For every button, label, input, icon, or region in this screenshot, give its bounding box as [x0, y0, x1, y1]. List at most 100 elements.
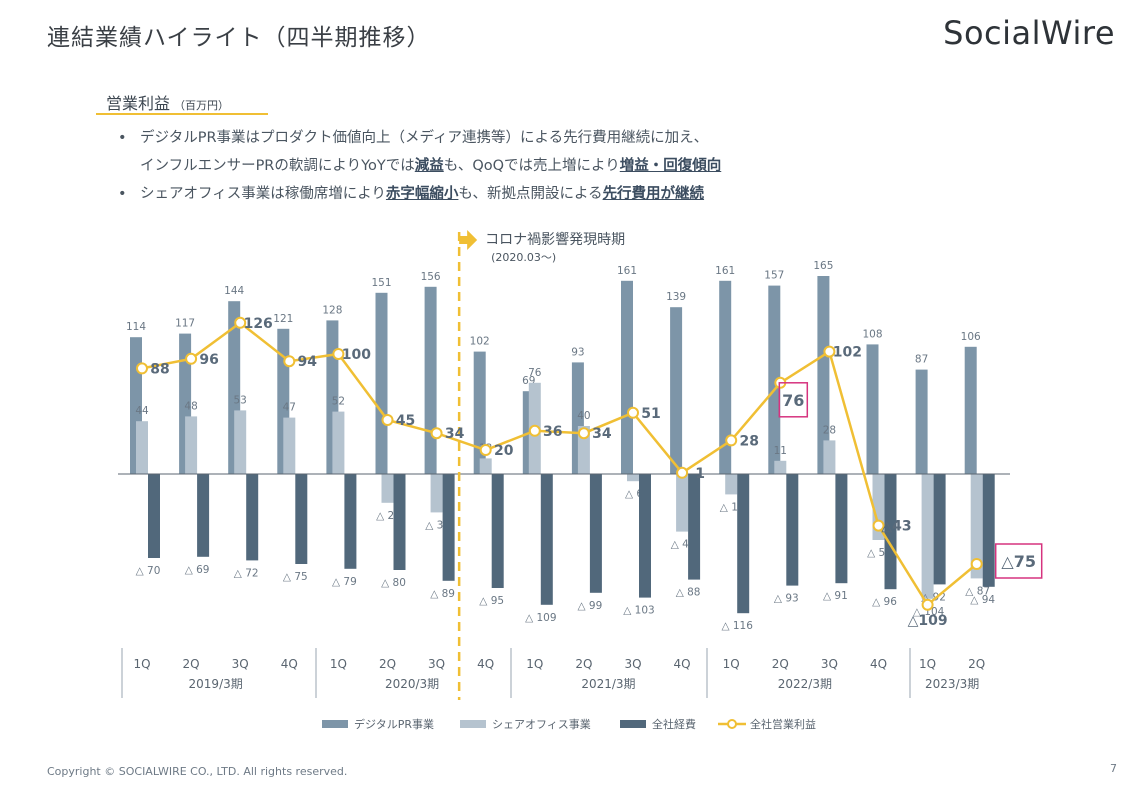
bar-digital-pr [375, 292, 388, 474]
bar-digital-pr [719, 280, 732, 474]
label-digital-pr: 121 [273, 313, 293, 325]
bullet-text: シェアオフィス事業は稼働席増により [140, 186, 386, 202]
x-group-label: 2021/3期 [581, 677, 635, 691]
x-tick-label: 4Q [477, 657, 494, 671]
label-digital-pr: 161 [617, 265, 637, 277]
bar-corporate-expense [540, 474, 553, 605]
point-operating-profit [921, 598, 934, 611]
point-operating-profit [136, 362, 148, 375]
bullet-emphasis: 赤字幅縮小 [385, 186, 459, 202]
label-corporate-expense: △ 88 [676, 587, 701, 599]
bar-digital-pr [621, 280, 633, 474]
bar-digital-pr [964, 346, 977, 474]
company-logo: SocialWire [943, 14, 1115, 52]
label-share-office: 40 [577, 410, 590, 422]
label-digital-pr: 117 [175, 318, 195, 330]
bar-share-office [970, 474, 983, 579]
label-share-office: △ 87 [965, 585, 990, 597]
bar-share-office [283, 417, 296, 474]
x-tick-label: 2Q [772, 657, 789, 671]
label-operating-profit: 34 [592, 426, 612, 442]
bar-share-office [725, 474, 738, 495]
bullet-text: も、新拠点開設による [458, 186, 603, 202]
bar-corporate-expense [589, 474, 602, 593]
x-tick-label: 3Q [232, 657, 249, 671]
label-digital-pr: 139 [666, 291, 686, 303]
label-corporate-expense: △ 80 [381, 577, 406, 589]
bullet-text: インフルエンサーPRの軟調によりYoYでは [140, 158, 415, 174]
label-digital-pr: 144 [224, 285, 244, 297]
label-operating-profit: 28 [739, 433, 758, 449]
bar-digital-pr [915, 369, 928, 474]
label-operating-profit: 51 [641, 406, 660, 422]
point-operating-profit [823, 345, 836, 358]
x-tick-label: 2Q [183, 657, 200, 671]
bar-corporate-expense [393, 474, 406, 570]
arrow-right-icon [459, 230, 478, 250]
label-corporate-expense: △ 95 [479, 595, 504, 607]
label-digital-pr: 156 [421, 271, 441, 283]
legend-corporate-expense-swatch [620, 720, 646, 728]
bar-share-office [676, 474, 689, 532]
bar-digital-pr [424, 286, 437, 474]
legend-operating-profit-marker [727, 719, 737, 729]
x-tick-label: 4Q [870, 657, 887, 671]
section-title-text: 営業利益 [106, 94, 171, 113]
legend-share-office-swatch [460, 720, 486, 728]
label-operating-profit: 20 [494, 443, 514, 459]
label-corporate-expense: △ 89 [430, 588, 455, 600]
label-corporate-expense: △ 94 [970, 594, 995, 606]
label-operating-profit: 88 [150, 361, 169, 377]
covid-annotation: コロナ禍影響発現時期 [485, 231, 625, 248]
label-corporate-expense: △ 69 [185, 564, 210, 576]
point-operating-profit [381, 414, 394, 426]
x-tick-label: 1Q [723, 657, 740, 671]
covid-annotation-sub: (2020.03〜) [491, 251, 556, 264]
bullet-emphasis: 先行費用が継続 [602, 186, 705, 202]
bar-digital-pr [817, 276, 830, 474]
label-corporate-expense: △ 75 [283, 571, 308, 583]
bar-share-office [479, 458, 492, 474]
bar-corporate-expense [246, 474, 259, 561]
x-group-label: 2022/3期 [778, 677, 832, 691]
label-digital-pr: 114 [126, 321, 146, 333]
label-digital-pr: 106 [961, 331, 981, 343]
label-share-office: 28 [823, 424, 836, 436]
bar-corporate-expense [442, 474, 455, 581]
x-tick-label: 1Q [919, 657, 936, 671]
label-share-office: 48 [184, 400, 197, 412]
point-operating-profit [872, 519, 885, 532]
point-operating-profit [234, 316, 247, 329]
page-number: 7 [1110, 762, 1117, 775]
bar-corporate-expense [786, 474, 799, 586]
x-tick-label: 1Q [133, 657, 150, 671]
x-group-label: 2019/3期 [189, 677, 243, 691]
x-tick-label: 3Q [624, 657, 641, 671]
label-digital-pr: 157 [764, 270, 784, 282]
bar-share-office [627, 474, 639, 482]
bar-digital-pr [768, 285, 781, 474]
label-corporate-expense: △ 79 [332, 576, 357, 588]
label-share-office: 53 [234, 394, 247, 406]
label-operating-profit: △109 [908, 613, 948, 629]
label-digital-pr: 102 [470, 336, 490, 348]
label-corporate-expense: △ 96 [872, 596, 897, 608]
bullet-marker: • [118, 130, 127, 146]
bar-corporate-expense [639, 474, 651, 598]
label-share-office: △ 104 [913, 606, 945, 618]
label-share-office: 52 [332, 396, 345, 408]
legend-share-office: シェアオフィス事業 [492, 718, 591, 731]
page-title: 連結業績ハイライト（四半期推移） [47, 25, 431, 51]
bullet-emphasis: 減益 [414, 158, 444, 174]
point-operating-profit [725, 434, 738, 447]
x-tick-label: 1Q [526, 657, 543, 671]
x-group-label: 2020/3期 [385, 677, 439, 691]
point-operating-profit [627, 406, 639, 419]
bullet-line-2: インフルエンサーPRの軟調によりYoYでは減益も、QoQでは売上増により増益・回… [140, 150, 721, 183]
section-title: 営業利益 （百万円） [106, 90, 229, 114]
legend-digital-pr: デジタルPR事業 [354, 717, 434, 731]
bar-share-office [234, 410, 247, 474]
label-operating-profit: 45 [396, 413, 415, 429]
bar-share-office [774, 460, 787, 474]
